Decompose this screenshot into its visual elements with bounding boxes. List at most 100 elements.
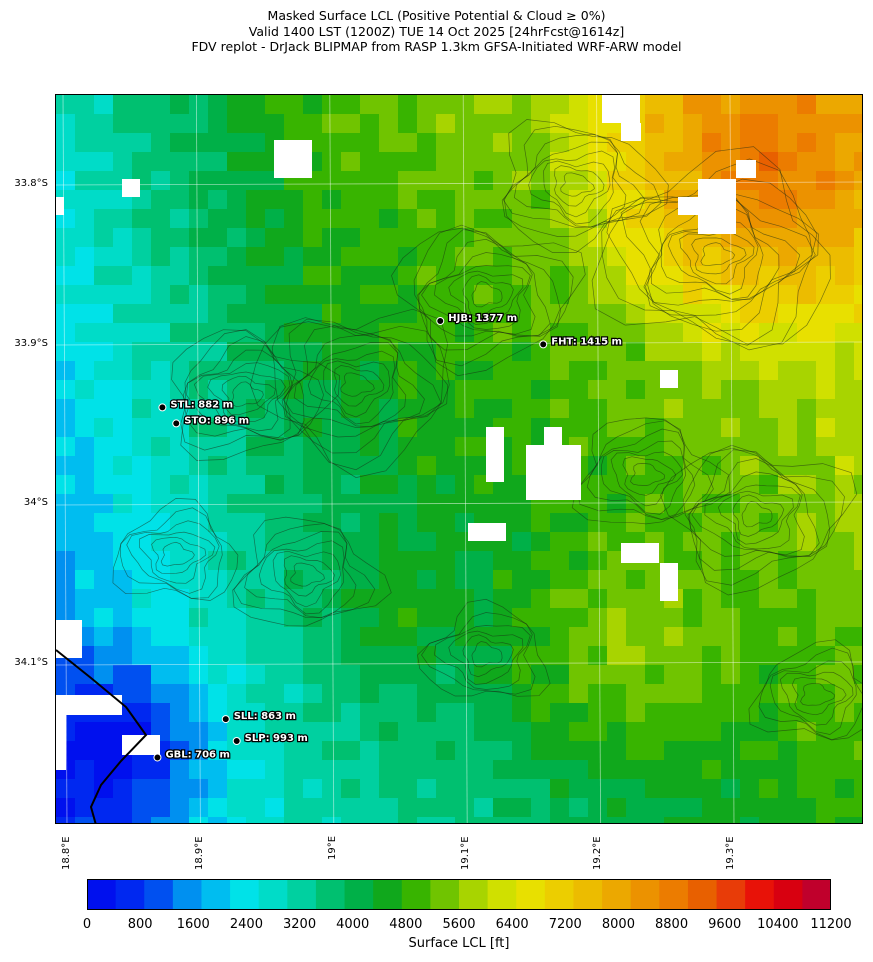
- lcl-cell: [607, 589, 627, 609]
- lcl-cell: [683, 684, 703, 704]
- lcl-cell: [721, 551, 741, 571]
- lcl-cell: [626, 228, 646, 248]
- lcl-cell: [170, 399, 190, 419]
- contour-line: [791, 676, 847, 716]
- lcl-cell: [94, 817, 114, 823]
- lcl-cell: [303, 342, 323, 362]
- lcl-cell: [607, 228, 627, 248]
- lcl-cell: [816, 475, 836, 495]
- lcl-cell: [854, 532, 862, 552]
- station-marker[interactable]: SLP: 993 m: [232, 732, 309, 745]
- lcl-cell: [550, 380, 570, 400]
- lcl-cell: [436, 475, 456, 495]
- lcl-cell: [721, 380, 741, 400]
- lcl-cell: [702, 361, 722, 381]
- station-dot[interactable]: [436, 317, 445, 325]
- map-plot-area[interactable]: HJB: 1377 m FHT: 1415 m STL: 882 m STO: 896…: [55, 94, 863, 824]
- lcl-cell: [227, 475, 247, 495]
- station-marker[interactable]: GBL: 706 m: [153, 748, 231, 762]
- lcl-cell: [664, 342, 684, 362]
- lcl-cell: [797, 608, 817, 628]
- contour-line: [504, 119, 669, 253]
- lcl-cell: [170, 608, 190, 628]
- lcl-cell: [132, 399, 152, 419]
- lcl-cell: [170, 627, 190, 647]
- lcl-cell: [246, 608, 266, 628]
- lcl-cell: [835, 152, 855, 172]
- lcl-cell: [360, 114, 380, 134]
- station-dot[interactable]: [153, 753, 162, 762]
- station-dot[interactable]: [158, 403, 167, 412]
- lcl-cell: [588, 760, 608, 780]
- lcl-cell: [189, 589, 209, 609]
- station-dot[interactable]: [172, 419, 181, 428]
- lcl-cell: [360, 722, 380, 742]
- lcl-cell: [645, 342, 665, 362]
- lcl-cell: [797, 513, 817, 533]
- lcl-cell: [702, 532, 722, 552]
- lcl-cell: [626, 817, 646, 823]
- lcl-cell: [436, 646, 456, 666]
- colorbar-swatch: [115, 879, 145, 910]
- station-marker[interactable]: STL: 882 m: [158, 398, 234, 412]
- lcl-cell: [797, 551, 817, 571]
- lcl-cell: [246, 171, 266, 191]
- lcl-cell: [835, 266, 855, 286]
- lcl-cell: [835, 589, 855, 609]
- station-marker[interactable]: FHT: 1415 m: [539, 335, 623, 349]
- lcl-cell: [569, 513, 589, 533]
- station-dot[interactable]: [232, 737, 241, 745]
- lcl-cell: [75, 418, 95, 438]
- lcl-cell: [398, 133, 418, 153]
- lcl-cell: [113, 665, 133, 685]
- lcl-cell: [645, 703, 665, 723]
- station-dot[interactable]: [539, 340, 548, 349]
- lcl-cell: [721, 760, 741, 780]
- lcl-cell: [360, 323, 380, 343]
- lcl-cell: [531, 589, 551, 609]
- lcl-cell: [645, 627, 665, 647]
- lcl-cell: [854, 437, 862, 457]
- lcl-cell: [493, 285, 513, 305]
- lcl-cell: [417, 361, 437, 381]
- lcl-cell: [702, 95, 722, 115]
- lcl-cell: [398, 418, 418, 438]
- contour-line: [606, 178, 818, 346]
- lcl-cell: [569, 380, 589, 400]
- lcl-cell: [417, 551, 437, 571]
- lcl-cell: [284, 665, 304, 685]
- lcl-cell: [94, 741, 114, 761]
- lcl-cell: [588, 817, 608, 823]
- lcl-cell: [569, 285, 589, 305]
- lcl-cell: [569, 266, 589, 286]
- lcl-cell: [379, 551, 399, 571]
- lcl-cell: [398, 323, 418, 343]
- mask-cell: [736, 160, 756, 178]
- station-marker[interactable]: SLL: 863 m: [221, 710, 297, 724]
- colorbar-swatch: [630, 879, 660, 910]
- contour-line: [250, 308, 449, 478]
- lcl-cell: [151, 266, 171, 286]
- lcl-cell: [227, 722, 247, 742]
- lcl-cell: [170, 684, 190, 704]
- lcl-cell: [550, 266, 570, 286]
- lcl-cell: [398, 684, 418, 704]
- station-dot[interactable]: [221, 715, 230, 724]
- lcl-cell: [56, 779, 76, 799]
- lcl-cell: [341, 570, 361, 590]
- lcl-cell: [759, 95, 779, 115]
- lcl-cell: [854, 608, 862, 628]
- lcl-cell: [474, 171, 494, 191]
- lcl-cell: [531, 817, 551, 823]
- lcl-cell: [835, 532, 855, 552]
- lcl-cell: [550, 798, 570, 818]
- lcl-cell: [227, 247, 247, 267]
- lcl-map-canvas[interactable]: HJB: 1377 m FHT: 1415 m STL: 882 m STO: 896…: [56, 95, 863, 824]
- lcl-cell: [75, 532, 95, 552]
- lcl-cell: [455, 741, 475, 761]
- lcl-cell: [379, 532, 399, 552]
- station-marker[interactable]: HJB: 1377 m: [436, 312, 518, 325]
- contour-line: [272, 550, 341, 608]
- lcl-cell: [835, 95, 855, 115]
- station-marker[interactable]: STO: 896 m: [172, 414, 250, 428]
